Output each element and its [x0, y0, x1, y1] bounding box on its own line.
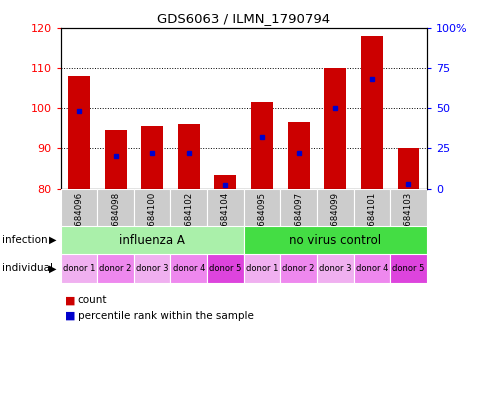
Bar	[214, 174, 236, 189]
Bar	[317, 254, 353, 283]
Text: influenza A: influenza A	[119, 233, 185, 247]
Bar	[60, 254, 97, 283]
Text: donor 1: donor 1	[62, 264, 95, 273]
Text: donor 3: donor 3	[136, 264, 168, 273]
Title: GDS6063 / ILMN_1790794: GDS6063 / ILMN_1790794	[157, 12, 330, 25]
Text: GSM1684097: GSM1684097	[293, 192, 302, 250]
Bar	[287, 122, 309, 189]
Text: GSM1684104: GSM1684104	[220, 192, 229, 250]
Bar	[353, 189, 389, 226]
Bar	[280, 254, 317, 283]
Text: count: count	[77, 295, 107, 305]
Bar	[353, 254, 389, 283]
Text: no virus control: no virus control	[288, 233, 380, 247]
Bar	[170, 189, 207, 226]
Bar	[243, 254, 280, 283]
Text: infection: infection	[2, 235, 48, 245]
Bar	[389, 254, 426, 283]
Text: donor 5: donor 5	[209, 264, 241, 273]
Bar	[60, 226, 243, 254]
Bar	[324, 68, 346, 189]
Bar	[141, 126, 163, 189]
Text: GSM1684095: GSM1684095	[257, 192, 266, 250]
Bar	[317, 189, 353, 226]
Bar	[207, 189, 243, 226]
Text: donor 2: donor 2	[282, 264, 314, 273]
Text: donor 2: donor 2	[99, 264, 132, 273]
Bar	[60, 189, 97, 226]
Bar	[170, 254, 207, 283]
Bar	[134, 189, 170, 226]
Text: GSM1684101: GSM1684101	[366, 192, 376, 250]
Text: GSM1684099: GSM1684099	[330, 192, 339, 250]
Text: individual: individual	[2, 263, 53, 274]
Bar	[97, 189, 134, 226]
Text: donor 4: donor 4	[355, 264, 387, 273]
Bar	[280, 189, 317, 226]
Text: percentile rank within the sample: percentile rank within the sample	[77, 311, 253, 321]
Bar	[389, 189, 426, 226]
Text: donor 3: donor 3	[318, 264, 351, 273]
Text: GSM1684098: GSM1684098	[111, 192, 120, 250]
Text: donor 1: donor 1	[245, 264, 278, 273]
Bar	[178, 124, 199, 189]
Bar	[105, 130, 126, 189]
Text: GSM1684103: GSM1684103	[403, 192, 412, 250]
Text: donor 4: donor 4	[172, 264, 205, 273]
Bar	[134, 254, 170, 283]
Text: ■: ■	[65, 295, 76, 305]
Text: ■: ■	[65, 311, 76, 321]
Text: GSM1684102: GSM1684102	[184, 192, 193, 250]
Bar	[68, 76, 90, 189]
Text: ▶: ▶	[48, 235, 56, 245]
Text: GSM1684096: GSM1684096	[74, 192, 83, 250]
Text: GSM1684100: GSM1684100	[147, 192, 156, 250]
Bar	[397, 148, 419, 189]
Bar	[251, 102, 272, 189]
Bar	[243, 226, 426, 254]
Bar	[97, 254, 134, 283]
Bar	[360, 35, 382, 189]
Text: ▶: ▶	[48, 263, 56, 274]
Bar	[243, 189, 280, 226]
Text: donor 5: donor 5	[392, 264, 424, 273]
Bar	[207, 254, 243, 283]
